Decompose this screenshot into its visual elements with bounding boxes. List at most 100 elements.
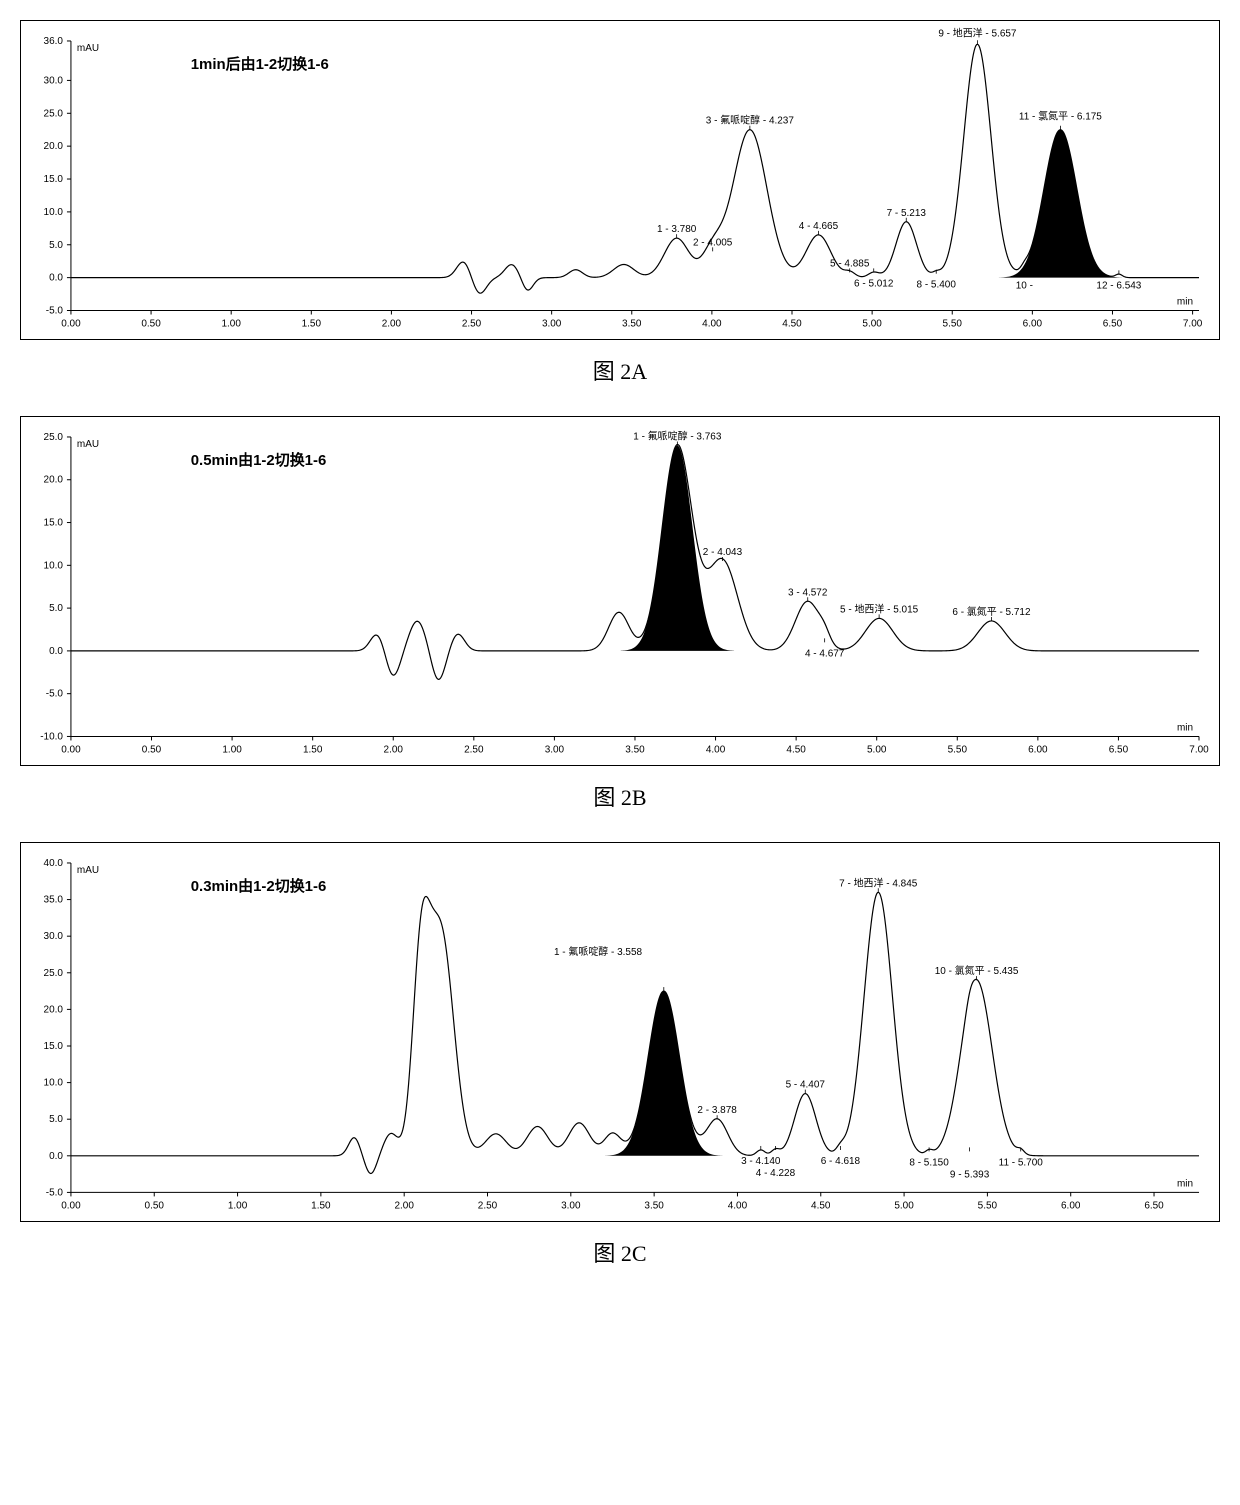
y-tick-label: 5.0 [49, 1114, 63, 1125]
x-tick-label: 0.50 [141, 318, 161, 329]
peak-label: 6 - 4.618 [821, 1156, 861, 1167]
x-tick-label: 0.50 [145, 1200, 165, 1211]
x-tick-label: 4.50 [786, 744, 806, 755]
y-tick-label: 0.0 [49, 646, 63, 657]
chart-caption: 图 2A [20, 354, 1220, 386]
x-unit-label: min [1177, 297, 1193, 308]
y-tick-label: -5.0 [46, 689, 64, 700]
y-tick-label: -10.0 [40, 731, 63, 742]
x-tick-label: 3.00 [542, 318, 562, 329]
x-tick-label: 5.00 [894, 1200, 914, 1211]
peak-label: 4 - 4.677 [805, 648, 845, 659]
peak-label: 4 - 4.228 [756, 1168, 796, 1179]
x-unit-label: min [1177, 722, 1193, 733]
x-tick-label: 3.00 [561, 1200, 581, 1211]
peak-label: 6 - 氯氮平 - 5.712 [952, 605, 1031, 618]
x-tick-label: 2.50 [478, 1200, 498, 1211]
peak-label: 1 - 氟哌啶醇 - 3.763 [633, 430, 722, 443]
peak-label: 5 - 4.885 [830, 258, 870, 269]
y-tick-label: -5.0 [46, 305, 64, 316]
x-tick-label: 1.50 [303, 744, 323, 755]
chart-title: 1min后由1-2切换1-6 [191, 55, 329, 73]
x-tick-label: 2.00 [384, 744, 404, 755]
x-tick-label: 1.50 [302, 318, 322, 329]
chromatogram-chart-2: 0.000.501.001.502.002.503.003.504.004.50… [21, 843, 1219, 1222]
y-tick-label: 0.0 [49, 273, 63, 284]
y-tick-label: 40.0 [44, 858, 64, 869]
y-tick-label: 15.0 [44, 1041, 64, 1052]
peak-label: 10 - 氯氮平 - 5.435 [935, 964, 1019, 977]
peak-label: 3 - 4.572 [788, 587, 828, 598]
peak-label: 3 - 4.140 [741, 1156, 781, 1167]
x-tick-label: 0.50 [142, 744, 162, 755]
y-tick-label: 30.0 [44, 931, 64, 942]
peak-label: 7 - 地西洋 - 4.845 [839, 876, 918, 889]
y-tick-label: -5.0 [46, 1187, 64, 1198]
chart-title: 0.5min由1-2切换1-6 [191, 451, 327, 469]
x-tick-label: 4.50 [811, 1200, 831, 1211]
peak-label: 2 - 4.005 [693, 237, 733, 248]
peak-label: 5 - 地西洋 - 5.015 [840, 602, 919, 615]
y-tick-label: 15.0 [44, 174, 64, 185]
chart-frame: 0.000.501.001.502.002.503.003.504.004.50… [20, 20, 1220, 340]
x-tick-label: 6.00 [1028, 744, 1048, 755]
x-tick-label: 3.50 [622, 318, 642, 329]
chart-frame: 0.00 0.50 1.00 1.50 2.00 2.50 3.00 3.50 4.00 4.50… [20, 416, 1220, 766]
peak-label: 5 - 4.407 [786, 1080, 826, 1091]
x-tick-label: 5.00 [867, 744, 887, 755]
x-tick-label: 3.00 [545, 744, 565, 755]
y-tick-label: 20.0 [44, 141, 64, 152]
x-tick-label: 4.00 [706, 744, 726, 755]
x-tick-label: 2.00 [382, 318, 402, 329]
x-tick-label: 7.00 [1183, 318, 1203, 329]
chart-block-1: 0.00 0.50 1.00 1.50 2.00 2.50 3.00 3.50 4.00 4.50… [20, 416, 1220, 812]
x-tick-label: 2.50 [462, 318, 482, 329]
chart-caption: 图 2C [20, 1236, 1220, 1268]
peak-label: 3 - 氟哌啶醇 - 4.237 [706, 114, 795, 127]
peak-label: 6 - 5.012 [854, 278, 894, 289]
x-tick-label: 7.00 [1189, 744, 1209, 755]
y-tick-label: 25.0 [44, 432, 64, 443]
x-tick-label: 1.00 [222, 744, 242, 755]
x-tick-label: 6.50 [1103, 318, 1123, 329]
peak-label: 11 - 氯氮平 - 6.175 [1019, 110, 1102, 123]
y-tick-label: 30.0 [44, 75, 64, 86]
x-tick-label: 5.50 [948, 744, 968, 755]
peak-label: 4 - 4.665 [799, 221, 839, 232]
y-tick-label: 10.0 [44, 207, 64, 218]
x-tick-label: 0.00 [61, 744, 81, 755]
x-tick-label: 0.00 [61, 1200, 81, 1211]
x-tick-label: 4.00 [728, 1200, 748, 1211]
chart-caption: 图 2B [20, 780, 1220, 812]
x-tick-label: 4.50 [782, 318, 802, 329]
chromatogram-chart-1: 0.00 0.50 1.00 1.50 2.00 2.50 3.00 3.50 4.00 4.50… [21, 417, 1219, 766]
peak-label: 11 - 5.700 [999, 1157, 1044, 1168]
peak-label: 1 - 氟哌啶醇 - 3.558 [554, 945, 643, 958]
peak-label: 2 - 3.878 [697, 1105, 737, 1116]
y-tick-label: 36.0 [44, 36, 64, 47]
peak-label: 2 - 4.043 [703, 547, 743, 558]
x-tick-label: 4.00 [702, 318, 722, 329]
x-tick-label: 2.50 [464, 744, 484, 755]
chromatogram-chart-0: 0.000.501.001.502.002.503.003.504.004.50… [21, 21, 1219, 340]
x-tick-label: 5.00 [862, 318, 882, 329]
y-unit-label: mAU [77, 439, 99, 450]
x-tick-label: 5.50 [943, 318, 963, 329]
peak-label: 8 - 5.150 [909, 1157, 949, 1168]
y-tick-label: 15.0 [44, 518, 64, 529]
x-tick-label: 1.50 [311, 1200, 331, 1211]
chart-frame: 0.000.501.001.502.002.503.003.504.004.50… [20, 842, 1220, 1222]
x-tick-label: 1.00 [228, 1200, 248, 1211]
y-unit-label: mAU [77, 43, 99, 54]
chart-title: 0.3min由1-2切换1-6 [191, 877, 327, 895]
peak-label: 10 - [1016, 280, 1033, 291]
x-tick-label: 6.00 [1023, 318, 1043, 329]
x-tick-label: 2.00 [394, 1200, 414, 1211]
peak-label: 9 - 5.393 [950, 1169, 990, 1180]
x-tick-label: 5.50 [978, 1200, 998, 1211]
x-tick-label: 3.50 [625, 744, 645, 755]
y-tick-label: 10.0 [44, 560, 64, 571]
y-tick-label: 35.0 [44, 895, 64, 906]
y-tick-label: 25.0 [44, 108, 64, 119]
peak-label: 7 - 5.213 [887, 208, 927, 219]
